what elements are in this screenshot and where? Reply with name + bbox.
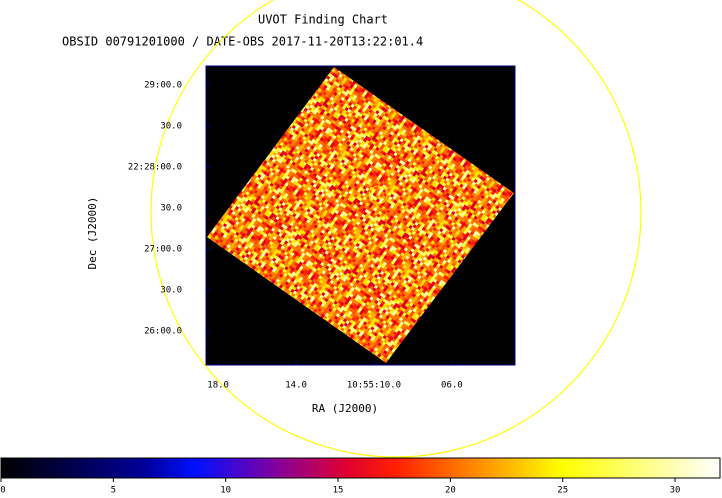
y-tick-label: 29:00.0: [144, 81, 182, 91]
x-axis-label: RA (J2000): [312, 402, 378, 415]
y-tick-label: 22:28:00.0: [128, 162, 182, 172]
colorbar-tick-label: 5: [111, 486, 116, 496]
chart-title: UVOT Finding Chart: [258, 13, 388, 27]
colorbar: [0, 457, 721, 479]
colorbar-tick-label: 25: [557, 486, 568, 496]
y-tick-label: 26:00.0: [144, 327, 182, 337]
x-tick-label: 18.0: [207, 381, 229, 391]
source-circle: [368, 185, 388, 205]
colorbar-tick-label: 30: [670, 486, 681, 496]
y-axis-label: Dec (J2000): [86, 197, 99, 270]
y-tick-label: 30.0: [160, 285, 182, 295]
x-tick-label: 14.0: [285, 381, 307, 391]
chart-subtitle: OBSID 00791201000 / DATE-OBS 2017-11-20T…: [62, 35, 423, 49]
y-tick-label: 27:00.0: [144, 245, 182, 255]
x-tick-label: 06.0: [441, 381, 463, 391]
exposure-image: [207, 67, 514, 363]
y-tick-label: 30.0: [160, 204, 182, 214]
colorbar-tick-label: 20: [445, 486, 456, 496]
colorbar-tick-label: 15: [333, 486, 344, 496]
y-tick-label: 30.0: [160, 122, 182, 132]
colorbar-tick-label: 0: [0, 486, 5, 496]
x-tick-label: 10:55:10.0: [347, 381, 401, 391]
field-circle: [150, 0, 642, 458]
colorbar-tick-label: 10: [220, 486, 231, 496]
